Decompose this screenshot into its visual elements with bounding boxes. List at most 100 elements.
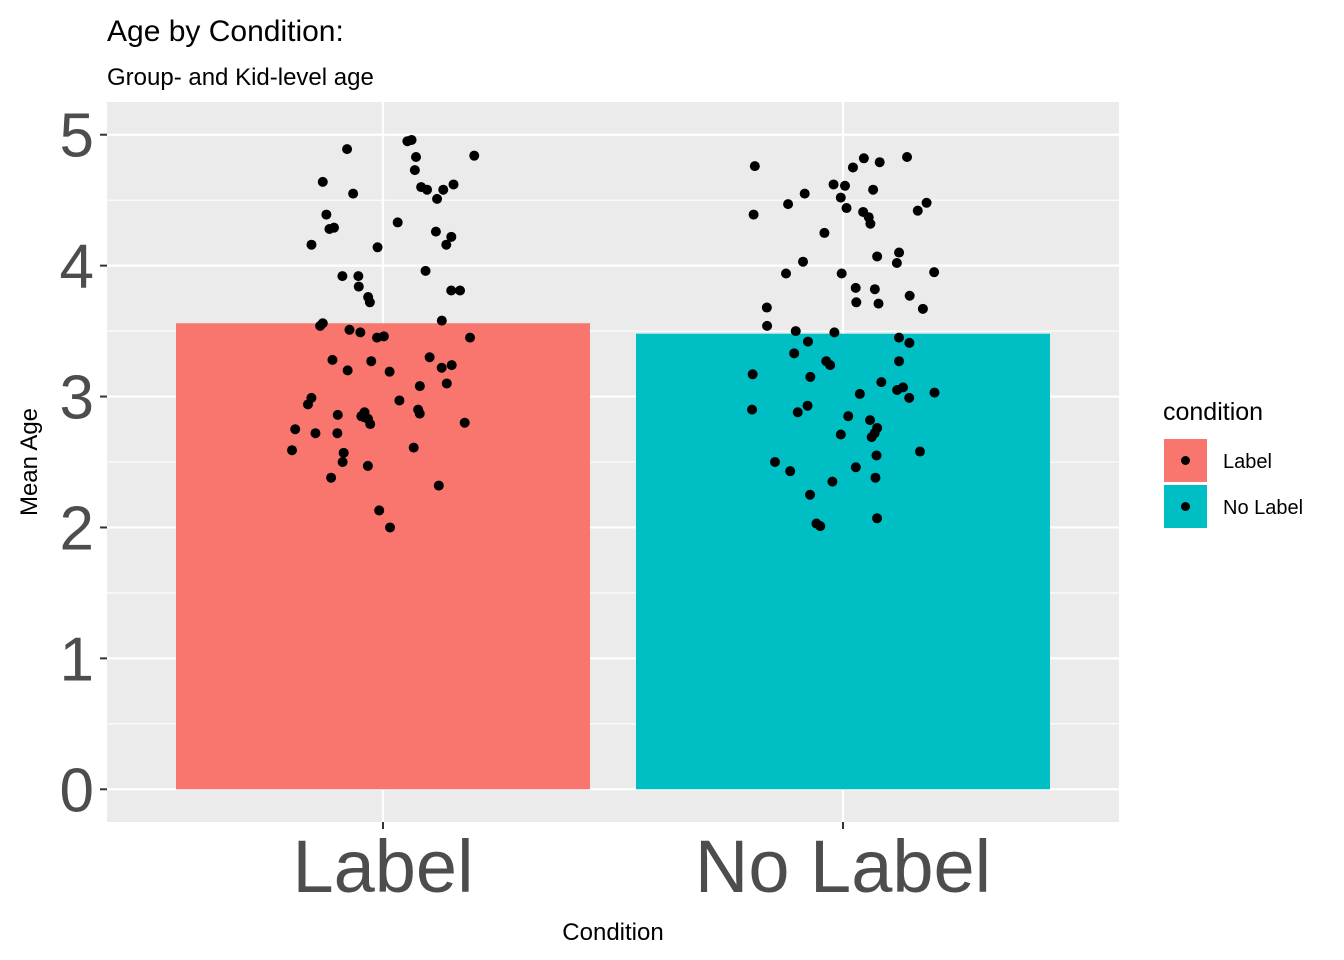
data-point [337, 271, 348, 282]
data-point [865, 415, 876, 426]
data-point [850, 282, 861, 293]
data-point [315, 320, 326, 331]
data-point [326, 472, 337, 483]
data-point [324, 223, 335, 234]
data-point [436, 362, 447, 373]
data-point [836, 268, 847, 279]
data-point [287, 445, 298, 456]
data-point [815, 521, 826, 532]
y-tick-label: 0 [60, 756, 94, 825]
data-point [839, 180, 850, 191]
data-point [402, 136, 413, 147]
data-point [802, 400, 813, 411]
data-point [446, 285, 457, 296]
data-point [353, 271, 364, 282]
data-point [748, 209, 759, 220]
data-point [302, 399, 313, 410]
data-point [872, 251, 883, 262]
data-point [365, 419, 376, 430]
data-point [769, 457, 780, 467]
data-point [851, 297, 862, 308]
data-point [372, 332, 383, 343]
legend-point [1181, 456, 1190, 465]
data-point [802, 336, 813, 347]
data-point [355, 327, 366, 338]
data-point [353, 281, 364, 292]
data-point [914, 446, 925, 457]
data-point [902, 151, 913, 162]
data-point [420, 265, 431, 276]
data-point [894, 356, 905, 367]
data-point [783, 199, 794, 210]
x-axis: Label No Label [292, 822, 991, 908]
data-point [829, 327, 840, 338]
data-point [854, 388, 865, 399]
data-point [348, 188, 359, 199]
data-point [327, 354, 338, 365]
data-point [317, 176, 328, 187]
y-tick-label: 4 [60, 233, 94, 302]
y-axis-title: Mean Age [16, 408, 43, 516]
data-point [921, 197, 932, 208]
data-point [894, 332, 905, 343]
data-point [894, 247, 905, 258]
data-point [805, 371, 816, 382]
data-point [904, 290, 915, 301]
data-point [342, 365, 353, 376]
legend-title: condition [1163, 398, 1263, 426]
data-point [891, 258, 902, 269]
data-point [306, 239, 317, 250]
data-point [827, 476, 838, 487]
data-point [364, 297, 375, 308]
x-axis-title: Condition [562, 919, 663, 946]
data-point [892, 385, 903, 395]
data-point [422, 184, 433, 195]
data-point [871, 450, 882, 461]
data-point [384, 366, 395, 377]
legend-point [1181, 502, 1190, 511]
data-point [749, 161, 760, 172]
data-point [870, 472, 881, 483]
data-point [798, 256, 809, 267]
data-point [904, 392, 915, 403]
data-point [448, 179, 459, 190]
jitter-points [287, 134, 940, 533]
data-point [904, 337, 915, 348]
data-point [876, 377, 887, 388]
data-point [819, 227, 830, 238]
data-point [825, 360, 836, 371]
data-point [385, 522, 396, 533]
data-point [799, 188, 810, 199]
data-point [374, 505, 385, 516]
y-tick-label: 3 [60, 364, 94, 433]
data-point [873, 298, 884, 309]
data-point [868, 184, 879, 195]
data-point [865, 218, 876, 229]
data-point [781, 268, 792, 279]
data-point [843, 411, 854, 422]
data-point [430, 226, 441, 237]
data-point [847, 162, 858, 173]
data-point [321, 209, 332, 220]
data-point [792, 407, 803, 418]
data-point [290, 424, 301, 435]
data-point [762, 320, 773, 331]
data-point [424, 352, 435, 363]
data-point [469, 150, 480, 161]
data-point [432, 193, 443, 204]
data-point [344, 324, 355, 335]
data-point [747, 369, 758, 380]
chart-subtitle: Group- and Kid-level age [107, 64, 374, 91]
data-point [835, 429, 846, 440]
bar-label [176, 323, 590, 790]
bar-no-label [636, 333, 1050, 790]
data-point [455, 285, 466, 296]
data-point [411, 151, 422, 162]
data-point [372, 242, 383, 253]
data-point [912, 205, 923, 216]
data-point [338, 447, 349, 458]
data-point [858, 153, 869, 164]
data-point [332, 428, 343, 439]
data-point [465, 332, 476, 343]
